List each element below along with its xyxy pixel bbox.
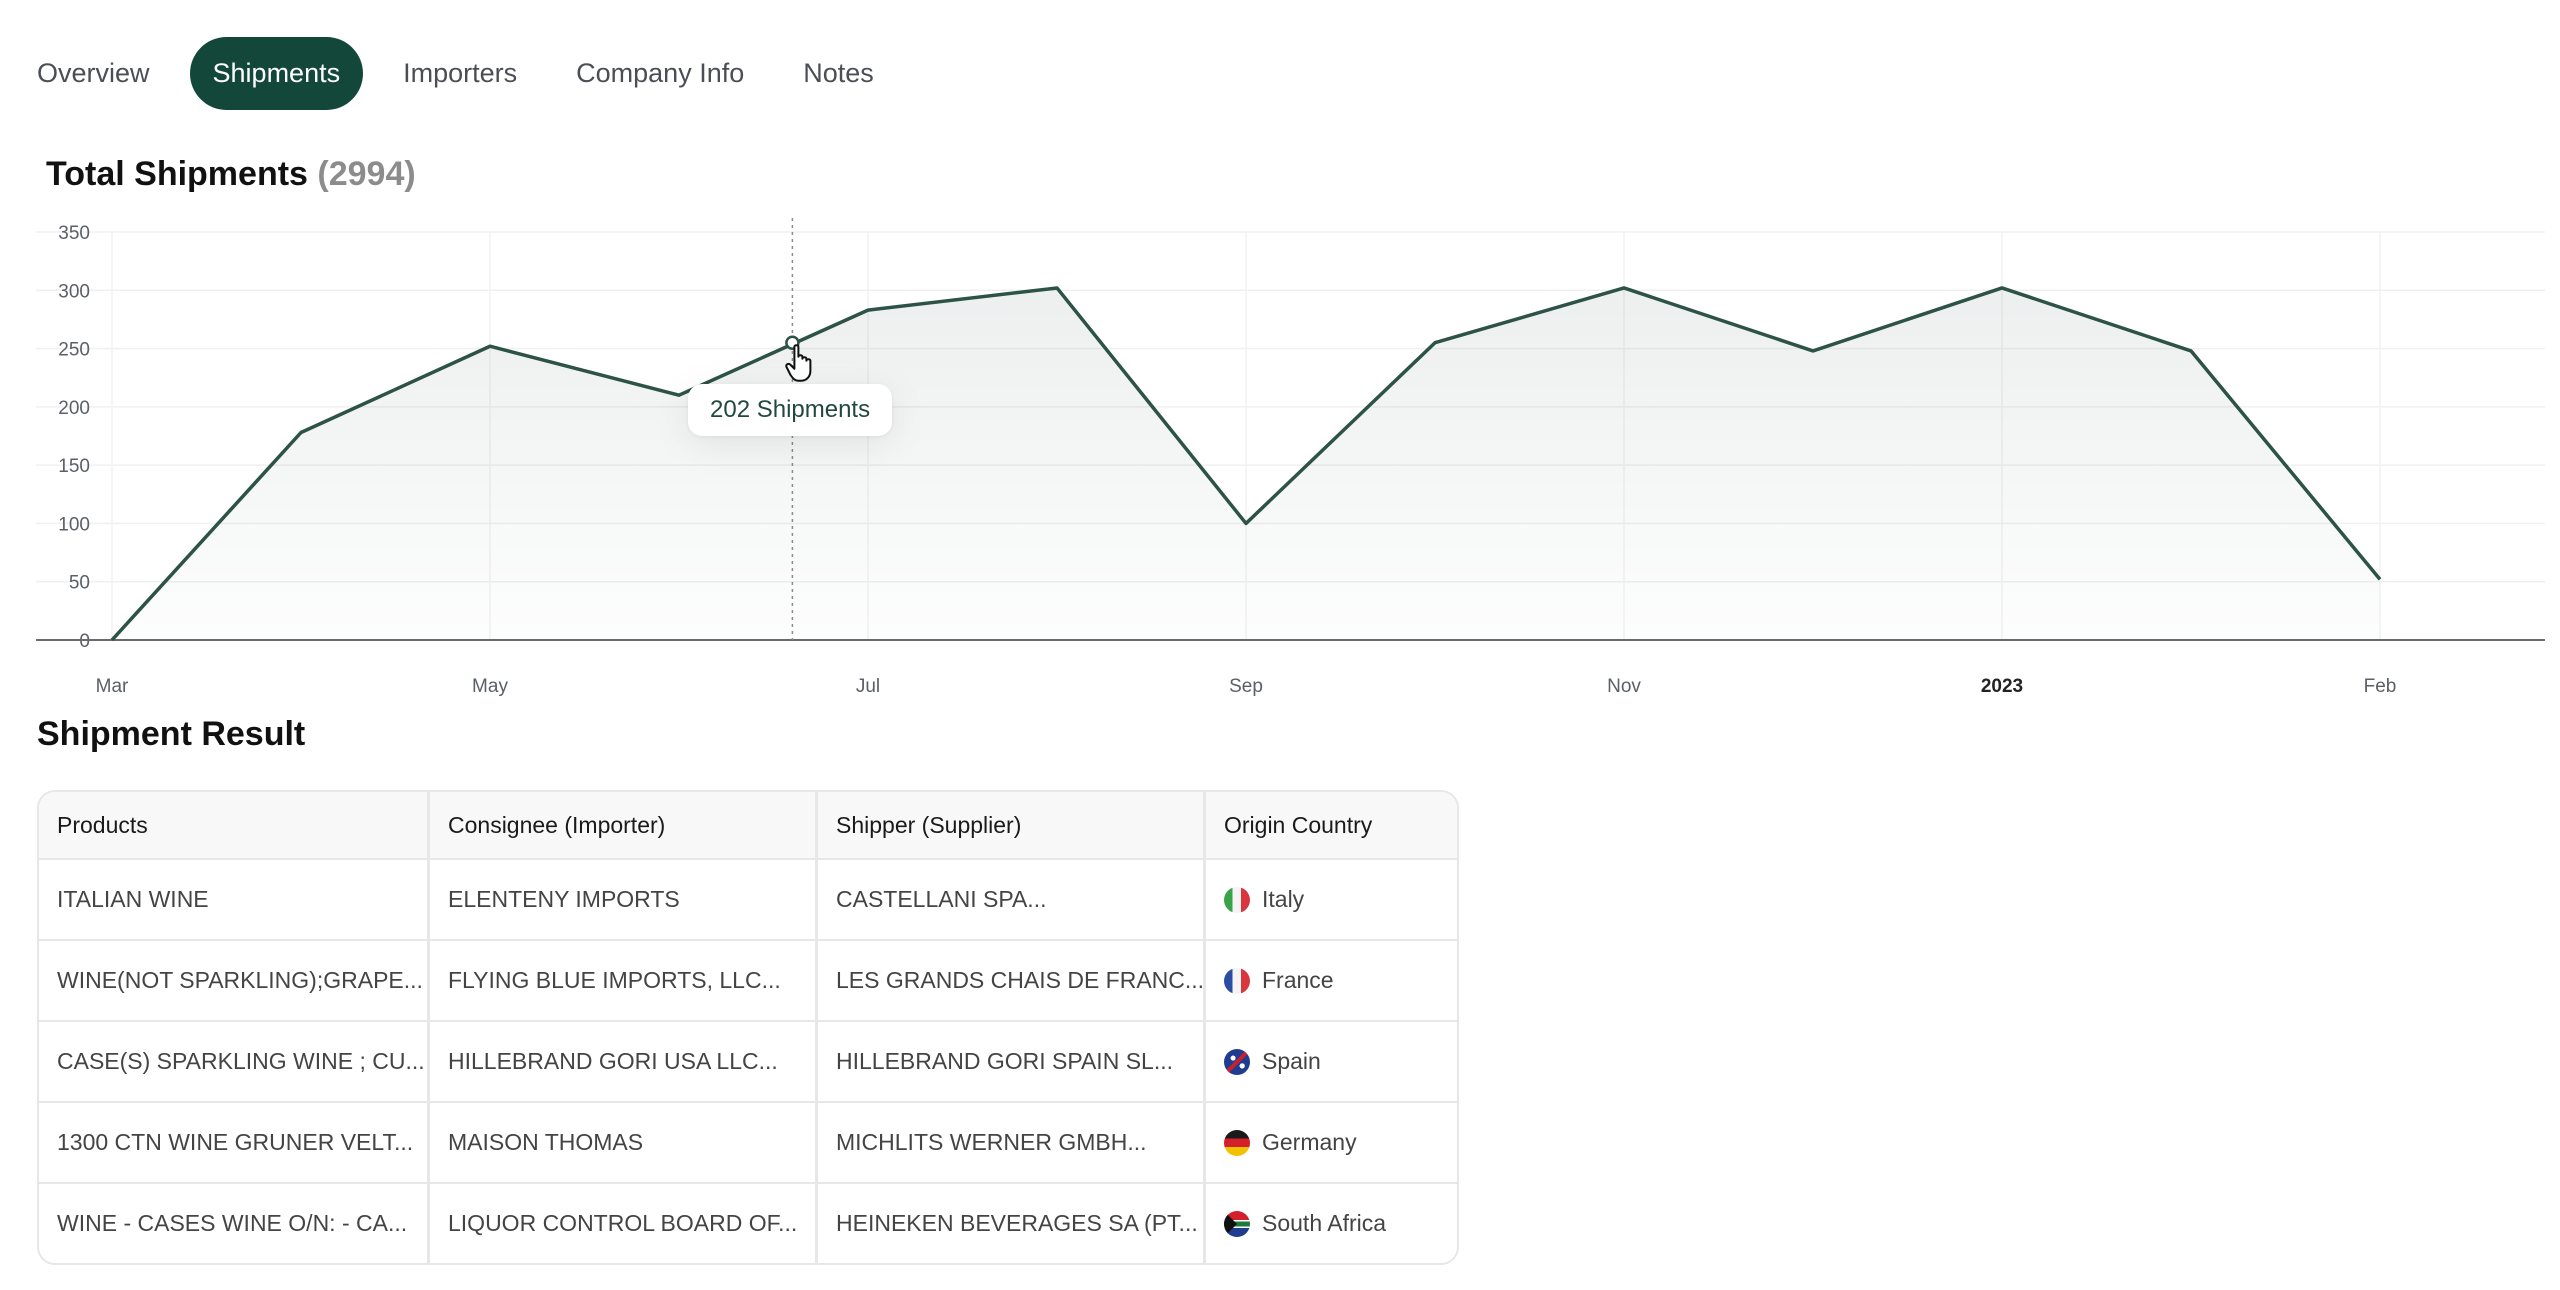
origin-cell: France — [1203, 941, 1457, 1020]
y-tick-label: 0 — [79, 631, 90, 652]
product-cell: CASE(S) SPARKLING WINE ; CU... — [57, 1048, 425, 1074]
italy-flag-icon — [1224, 886, 1250, 913]
shipment-count: (2994) — [317, 155, 416, 193]
spain-flag-icon — [1224, 1048, 1250, 1075]
shipments-area — [112, 287, 2380, 640]
shipments-line — [110, 286, 2382, 642]
consignee-cell: ELENTENY IMPORTS — [427, 860, 815, 939]
table-row[interactable]: ITALIAN WINE ELENTENY IMPORTS CASTELLANI… — [39, 858, 1457, 939]
x-tick-label: May — [472, 676, 508, 697]
y-tick-label: 200 — [58, 398, 90, 419]
pointer-hand-icon — [785, 344, 812, 382]
y-axis-labels: 0 50 100 150 200 250 300 350 — [58, 223, 90, 652]
tab-notes[interactable]: Notes — [803, 58, 874, 88]
x-tick-label: Jul — [856, 676, 880, 697]
consignee-cell: FLYING BLUE IMPORTS, LLC... — [427, 941, 815, 1020]
x-axis-labels: Mar May Jul Sep Nov 2023 Feb — [96, 676, 2397, 697]
x-tick-label: Sep — [1229, 676, 1263, 697]
table-row[interactable]: 1300 CTN WINE GRUNER VELT... MAISON THOM… — [39, 1101, 1457, 1182]
country-label: South Africa — [1262, 1210, 1387, 1236]
shipper-cell: HILLEBRAND GORI SPAIN SL... — [815, 1022, 1203, 1101]
table-row[interactable]: WINE - CASES WINE O/N: - CA... LIQUOR CO… — [39, 1182, 1457, 1263]
chart-tooltip: 202 Shipments — [688, 384, 893, 436]
col-header-origin[interactable]: Origin Country — [1203, 792, 1457, 858]
tab-shipments[interactable]: Shipments — [189, 37, 364, 110]
shipper-cell: HEINEKEN BEVERAGES SA (PT... — [815, 1184, 1203, 1263]
country-label: Spain — [1262, 1048, 1321, 1074]
tab-company-info[interactable]: Company Info — [576, 58, 745, 88]
shipment-table: Products Consignee (Importer) Shipper (S… — [37, 790, 1459, 1265]
origin-cell: Italy — [1203, 860, 1457, 939]
y-tick-label: 350 — [58, 223, 90, 244]
table-row[interactable]: CASE(S) SPARKLING WINE ; CU... HILLEBRAN… — [39, 1020, 1457, 1101]
tab-importers[interactable]: Importers — [403, 58, 518, 88]
shipment-result-title: Shipment Result — [37, 715, 306, 753]
product-cell: WINE - CASES WINE O/N: - CA... — [57, 1210, 408, 1236]
south-africa-flag-icon — [1224, 1210, 1250, 1237]
x-tick-label: Nov — [1607, 676, 1641, 697]
tab-bar: Overview Shipments Importers Company Inf… — [18, 37, 914, 110]
chart-title-label: Total Shipments — [46, 155, 308, 193]
country-label: Italy — [1262, 886, 1305, 912]
shipments-chart[interactable]: 0 50 100 150 200 250 300 350 Mar May Jul Sep Nov 202… — [0, 210, 2560, 700]
shipper-cell: CASTELLANI SPA... — [815, 860, 1203, 939]
y-tick-label: 50 — [69, 573, 90, 594]
x-tick-label: 2023 — [1981, 676, 2023, 697]
origin-cell: South Africa — [1203, 1184, 1457, 1263]
consignee-cell: LIQUOR CONTROL BOARD OF... — [427, 1184, 815, 1263]
x-tick-label: Feb — [2364, 676, 2397, 697]
origin-cell: Spain — [1203, 1022, 1457, 1101]
origin-cell: Germany — [1203, 1103, 1457, 1182]
y-tick-label: 150 — [58, 456, 90, 477]
col-header-shipper[interactable]: Shipper (Supplier) — [815, 792, 1203, 858]
product-cell: ITALIAN WINE — [57, 886, 209, 912]
shipper-cell: MICHLITS WERNER GMBH... — [815, 1103, 1203, 1182]
table-header-row: Products Consignee (Importer) Shipper (S… — [39, 792, 1457, 858]
tab-overview[interactable]: Overview — [37, 58, 150, 88]
country-label: France — [1262, 967, 1334, 993]
col-header-consignee[interactable]: Consignee (Importer) — [427, 792, 815, 858]
y-tick-label: 100 — [58, 514, 90, 535]
product-cell: 1300 CTN WINE GRUNER VELT... — [57, 1129, 414, 1155]
y-tick-label: 300 — [58, 281, 90, 302]
x-tick-label: Mar — [96, 676, 129, 697]
country-label: Germany — [1262, 1129, 1357, 1155]
y-tick-label: 250 — [58, 340, 90, 361]
chart-title: Total Shipments (2994) — [46, 155, 416, 194]
consignee-cell: MAISON THOMAS — [427, 1103, 815, 1182]
consignee-cell: HILLEBRAND GORI USA LLC... — [427, 1022, 815, 1101]
shipper-cell: LES GRANDS CHAIS DE FRANC... — [815, 941, 1203, 1020]
france-flag-icon — [1224, 967, 1250, 994]
germany-flag-icon — [1224, 1129, 1250, 1156]
product-cell: WINE(NOT SPARKLING);GRAPE... — [57, 967, 423, 993]
table-row[interactable]: WINE(NOT SPARKLING);GRAPE... FLYING BLUE… — [39, 939, 1457, 1020]
col-header-products[interactable]: Products — [57, 811, 148, 838]
